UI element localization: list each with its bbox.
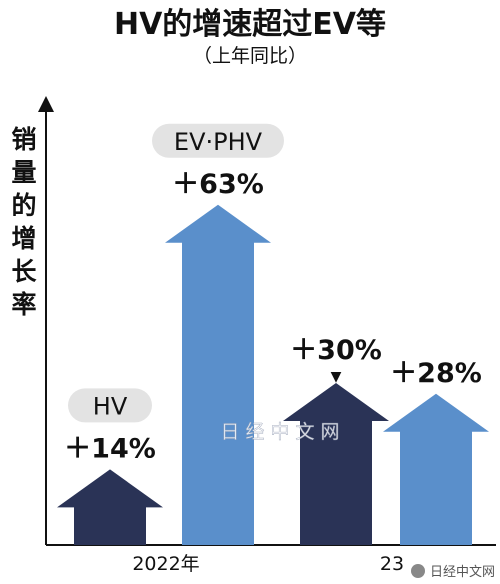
category-label: 23 [380, 553, 404, 575]
bar-evphv-1 [383, 393, 489, 545]
y-axis-label-char: 销 [11, 125, 36, 154]
source-tag: 日经中文网 [411, 564, 495, 580]
data-label: ＋30% [290, 335, 382, 366]
series-name-label: HV [93, 392, 128, 420]
chart-title: HV的增速超过EV等 [114, 7, 386, 42]
y-axis-label-char: 量 [11, 158, 36, 187]
source-tag-icon [411, 564, 425, 578]
chart-subtitle: （上年同比） [193, 45, 307, 67]
bar-hv-1 [283, 383, 389, 545]
y-axis-label-char: 的 [11, 191, 36, 220]
bar-evphv-0 [165, 204, 271, 546]
y-axis-arrow [38, 96, 54, 112]
y-axis-label-char: 率 [11, 290, 36, 319]
category-label: 2022年 [132, 553, 199, 575]
data-label: ＋63% [172, 169, 264, 200]
data-label: ＋28% [390, 358, 482, 389]
y-axis-label-char: 增 [11, 224, 36, 253]
series-name-label: EV·PHV [174, 128, 263, 156]
source-tag-text: 日经中文网 [430, 565, 495, 580]
bar-hv-0 [57, 469, 163, 545]
bars: ＋14% HV ＋30% ▼ ＋63% EV·PHV ＋28% [57, 123, 489, 546]
series-pill [152, 123, 284, 158]
y-axis-label-char: 长 [11, 257, 37, 286]
watermark: 日经中文网 [220, 421, 345, 443]
category-labels: 2022年 23 [132, 553, 404, 575]
annotation-marker: ▼ [331, 369, 342, 385]
series-pill [68, 388, 152, 423]
data-label: ＋14% [64, 433, 156, 464]
